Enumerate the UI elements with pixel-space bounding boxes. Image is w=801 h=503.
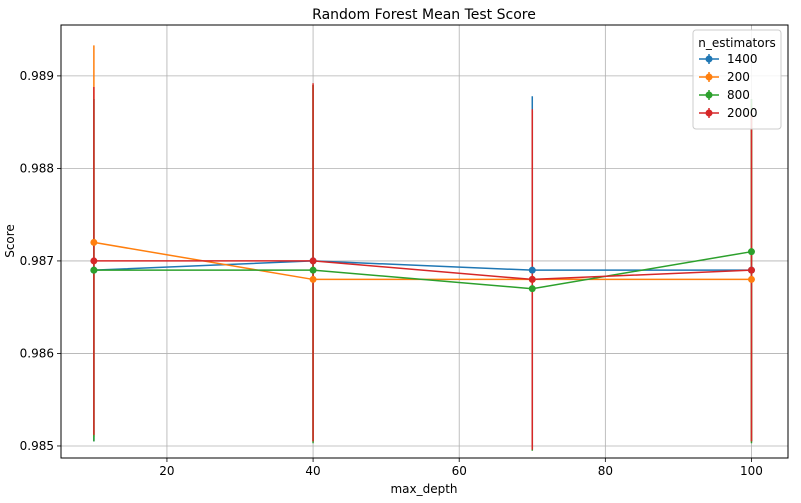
y-axis-title: Score bbox=[3, 224, 17, 258]
series-200-point bbox=[309, 275, 317, 283]
legend-2000-label: 2000 bbox=[727, 106, 758, 120]
y-tick-label: 0.989 bbox=[20, 69, 54, 83]
y-tick-label: 0.988 bbox=[20, 161, 54, 175]
series-markers bbox=[90, 238, 755, 293]
legend-800-label: 800 bbox=[727, 88, 750, 102]
series-200-point bbox=[90, 238, 98, 246]
y-tick-label: 0.986 bbox=[20, 346, 54, 360]
legend: n_estimators 1400 200 800 2000 bbox=[692, 29, 782, 130]
chart-title: Random Forest Mean Test Score bbox=[312, 7, 536, 23]
legend-1400-label: 1400 bbox=[727, 52, 758, 66]
x-tick-label: 100 bbox=[740, 464, 763, 478]
y-tick-label: 0.985 bbox=[20, 439, 54, 453]
series-2000-point bbox=[528, 275, 536, 283]
series-200-point bbox=[747, 275, 755, 283]
axis-ticks: 20 40 60 80 100 0.985 0.986 0.987 0.988 0.989 bbox=[20, 69, 763, 478]
series-800-point bbox=[309, 266, 317, 274]
series-2000-point bbox=[309, 257, 317, 265]
legend-1400-marker bbox=[705, 55, 713, 63]
series-lines bbox=[93, 241, 752, 290]
legend-200-marker bbox=[705, 73, 713, 81]
x-tick-label: 40 bbox=[305, 464, 320, 478]
legend-200-label: 200 bbox=[727, 70, 750, 84]
legend-2000-marker bbox=[705, 109, 713, 117]
series-2000-point bbox=[90, 257, 98, 265]
x-axis-title: max_depth bbox=[390, 482, 457, 496]
series-800-point bbox=[747, 248, 755, 256]
series-800-point bbox=[90, 266, 98, 274]
x-tick-label: 80 bbox=[598, 464, 613, 478]
y-tick-label: 0.987 bbox=[20, 254, 54, 268]
x-tick-label: 60 bbox=[452, 464, 467, 478]
series-1400-point bbox=[528, 266, 536, 274]
legend-entries: 1400 200 800 2000 bbox=[699, 52, 758, 120]
series-800-point bbox=[528, 285, 536, 293]
x-tick-label: 20 bbox=[159, 464, 174, 478]
legend-title: n_estimators bbox=[698, 36, 776, 50]
plot-area-frame bbox=[60, 24, 789, 459]
series-2000-point bbox=[747, 266, 755, 274]
series-800-line bbox=[93, 250, 752, 290]
legend-800-marker bbox=[705, 91, 713, 99]
legend-box bbox=[692, 29, 782, 130]
series-2000-line bbox=[93, 260, 752, 281]
